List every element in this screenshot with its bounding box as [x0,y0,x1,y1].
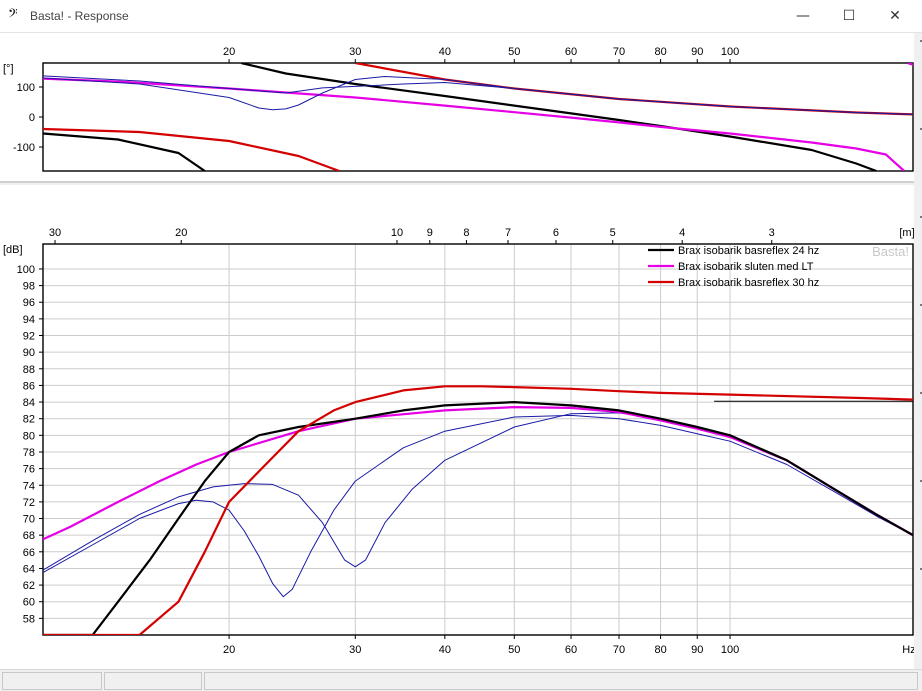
magnitude-y-tick-label: 58 [23,613,35,625]
wavelength-tick-label: 6 [553,227,559,239]
wavelength-tick-label: 8 [463,227,469,239]
phase-y-axis-label: [°] [3,63,14,75]
magnitude-y-tick-label: 88 [23,364,35,376]
maximize-button[interactable]: ☐ [842,8,856,24]
magnitude-y-tick-label: 96 [23,297,35,309]
legend-label: Brax isobarik sluten med LT [678,261,814,273]
phase-plot-frame [42,62,914,172]
magnitude-y-tick-label: 64 [23,563,35,575]
wavelength-tick-label: 3 [769,227,775,239]
phase-x-tick-label: 100 [721,46,739,58]
magnitude-y-tick-label: 80 [23,430,35,442]
wavelength-tick-label: 30 [49,227,61,239]
legend-label: Brax isobarik basreflex 24 hz [678,245,819,257]
wavelength-tick-label: 7 [505,227,511,239]
phase-x-tick-label: 60 [565,46,577,58]
magnitude-y-tick-label: 78 [23,447,35,459]
magnitude-y-tick-label: 94 [23,314,35,326]
phase-x-tick-label: 80 [654,46,666,58]
magnitude-y-tick-label: 66 [23,547,35,559]
magnitude-y-tick-label: 86 [23,380,35,392]
wavelength-tick-label: 20 [175,227,187,239]
magnitude-x-tick-label: 50 [508,644,520,656]
magnitude-x-tick-label: 20 [223,644,235,656]
phase-x-tick-label: 70 [613,46,625,58]
magnitude-y-tick-label: 90 [23,347,35,359]
status-pane-1 [2,672,102,690]
magnitude-series-group [43,385,913,635]
magnitude-x-tick-label: 90 [691,644,703,656]
basta-watermark: Basta! [872,244,909,259]
magnitude-series-line [43,412,913,571]
magnitude-y-tick-label: 100 [17,264,35,276]
phase-series-group [43,63,913,171]
response-charts: 20 30 40 50 60 70 80 90 1001000-100[°]5860626466… [0,46,916,656]
phase-series-line [43,77,905,171]
magnitude-y-tick-label: 82 [23,414,35,426]
magnitude-x-tick-label: 80 [654,644,666,656]
phase-series-line [43,76,913,115]
magnitude-y-tick-label: 68 [23,530,35,542]
magnitude-series-line [43,414,913,598]
phase-x-tick-label: 40 [439,46,451,58]
magnitude-y-tick-label: 98 [23,281,35,293]
magnitude-y-tick-label: 60 [23,597,35,609]
magnitude-x-tick-label: 60 [565,644,577,656]
window-title: Basta! - Response [30,9,129,23]
status-bar [0,669,922,691]
magnitude-y-tick-label: 84 [23,397,35,409]
magnitude-y-tick-label: 92 [23,331,35,343]
magnitude-y-tick-label: 62 [23,580,35,592]
wavelength-axis-label: [m] [899,227,914,239]
phase-x-tick-label: 50 [508,46,520,58]
magnitude-x-axis-label: Hz [902,644,914,656]
magnitude-series-line [43,385,913,635]
chart-legend: Brax isobarik basreflex 24 hz Brax isobar… [648,244,909,289]
magnitude-plot-frame [42,243,914,636]
status-pane-2 [104,672,202,690]
chart-area: 20 30 40 50 60 70 80 90 100 100 0 -100 [°] 58 60 62 64 66… [0,33,916,669]
magnitude-y-axis-label: [dB] [3,244,23,256]
magnitude-y-tick-label: 70 [23,514,35,526]
status-pane-3 [204,672,918,690]
phase-y-tick-label: 100 [17,82,35,94]
phase-x-tick-label: 90 [691,46,703,58]
wavelength-tick-label: 4 [679,227,685,239]
magnitude-x-tick-label: 30 [349,644,361,656]
magnitude-series-line [43,406,913,541]
phase-x-tick-label: 30 [349,46,361,58]
bass-clef-icon: 𝄢 [8,6,18,24]
magnitude-y-tick-label: 74 [23,480,35,492]
phase-y-tick-label: -100 [13,142,35,154]
phase-x-tick-label: 20 [223,46,235,58]
magnitude-x-tick-label: 100 [721,644,739,656]
magnitude-y-tick-label: 76 [23,464,35,476]
legend-label: Brax isobarik basreflex 30 hz [678,277,819,289]
wavelength-tick-label: 9 [427,227,433,239]
close-button[interactable]: ✕ [889,8,901,24]
phase-series-line [241,63,877,171]
magnitude-x-tick-label: 40 [439,644,451,656]
wavelength-tick-label: 10 [391,227,403,239]
minimize-button[interactable]: — [796,8,810,24]
magnitude-series-line [43,401,913,635]
phase-series-line [43,132,206,171]
phase-series-line [355,63,913,116]
magnitude-y-tick-label: 72 [23,497,35,509]
wavelength-tick-label: 5 [610,227,616,239]
magnitude-chart: 5860626466687072747678808284868890929496… [3,227,916,656]
phase-chart: 20 30 40 50 60 70 80 90 100 100 0 -100 [°] [3,46,914,172]
right-edge-strip [914,33,922,669]
phase-y-tick-label: 0 [29,112,35,124]
phase-series-line [43,127,340,171]
title-bar: 𝄢 Basta! - Response — ☐ ✕ [0,0,922,33]
magnitude-x-tick-label: 70 [613,644,625,656]
